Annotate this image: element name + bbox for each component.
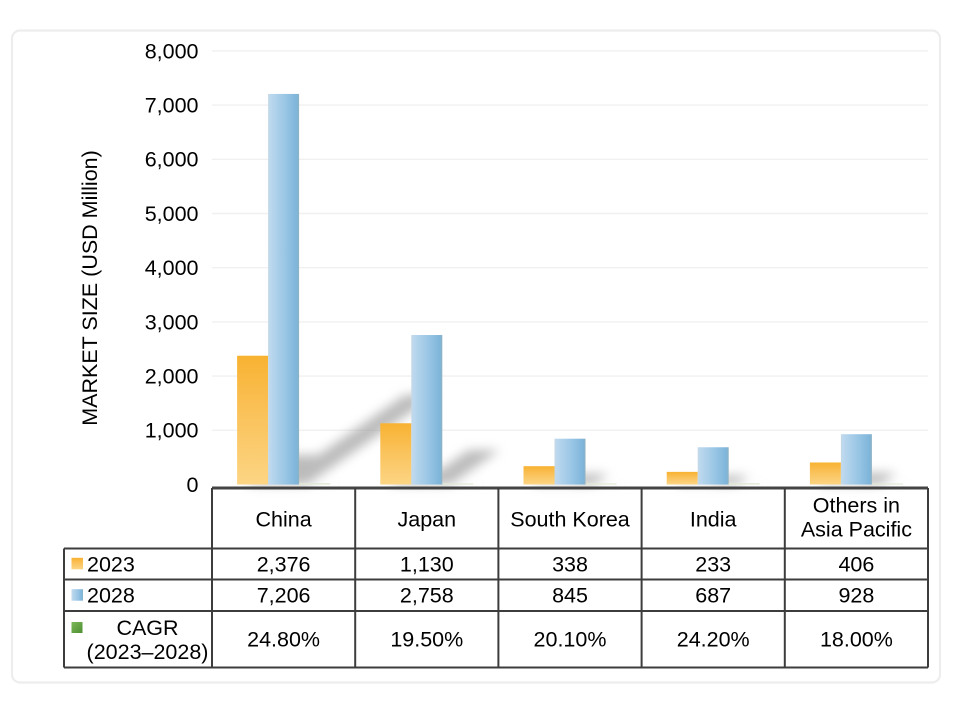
svg-text:233: 233 [695,552,731,576]
svg-text:Asia Pacific: Asia Pacific [801,518,912,542]
svg-text:6,000: 6,000 [145,148,199,172]
svg-text:20.10%: 20.10% [534,628,607,652]
svg-text:0: 0 [187,473,199,497]
svg-text:1,130: 1,130 [400,552,454,576]
svg-text:South Korea: South Korea [510,507,630,531]
svg-text:19.50%: 19.50% [390,628,463,652]
svg-text:Others in: Others in [813,494,900,518]
svg-text:3,000: 3,000 [145,310,199,334]
svg-text:24.80%: 24.80% [247,628,320,652]
svg-text:4,000: 4,000 [145,256,199,280]
svg-text:Japan: Japan [398,507,457,531]
svg-text:2,758: 2,758 [400,584,454,608]
svg-text:1,000: 1,000 [145,419,199,443]
svg-text:406: 406 [838,552,874,576]
svg-text:18.00%: 18.00% [820,628,893,652]
svg-text:928: 928 [838,584,874,608]
svg-text:CAGR: CAGR [116,616,178,640]
svg-text:24.20%: 24.20% [677,628,750,652]
svg-text:2,376: 2,376 [257,552,311,576]
svg-text:2023: 2023 [87,552,135,576]
svg-text:2028: 2028 [87,584,135,608]
svg-text:India: India [690,507,737,531]
svg-text:MARKET SIZE (USD Million): MARKET SIZE (USD Million) [78,150,102,426]
svg-text:7,206: 7,206 [257,584,311,608]
svg-text:338: 338 [552,552,588,576]
svg-text:(2023–2028): (2023–2028) [87,640,209,664]
svg-text:845: 845 [552,584,588,608]
svg-text:687: 687 [695,584,731,608]
svg-text:7,000: 7,000 [145,94,199,118]
svg-text:8,000: 8,000 [145,39,199,63]
svg-text:5,000: 5,000 [145,202,199,226]
svg-text:China: China [256,507,312,531]
svg-text:2,000: 2,000 [145,365,199,389]
